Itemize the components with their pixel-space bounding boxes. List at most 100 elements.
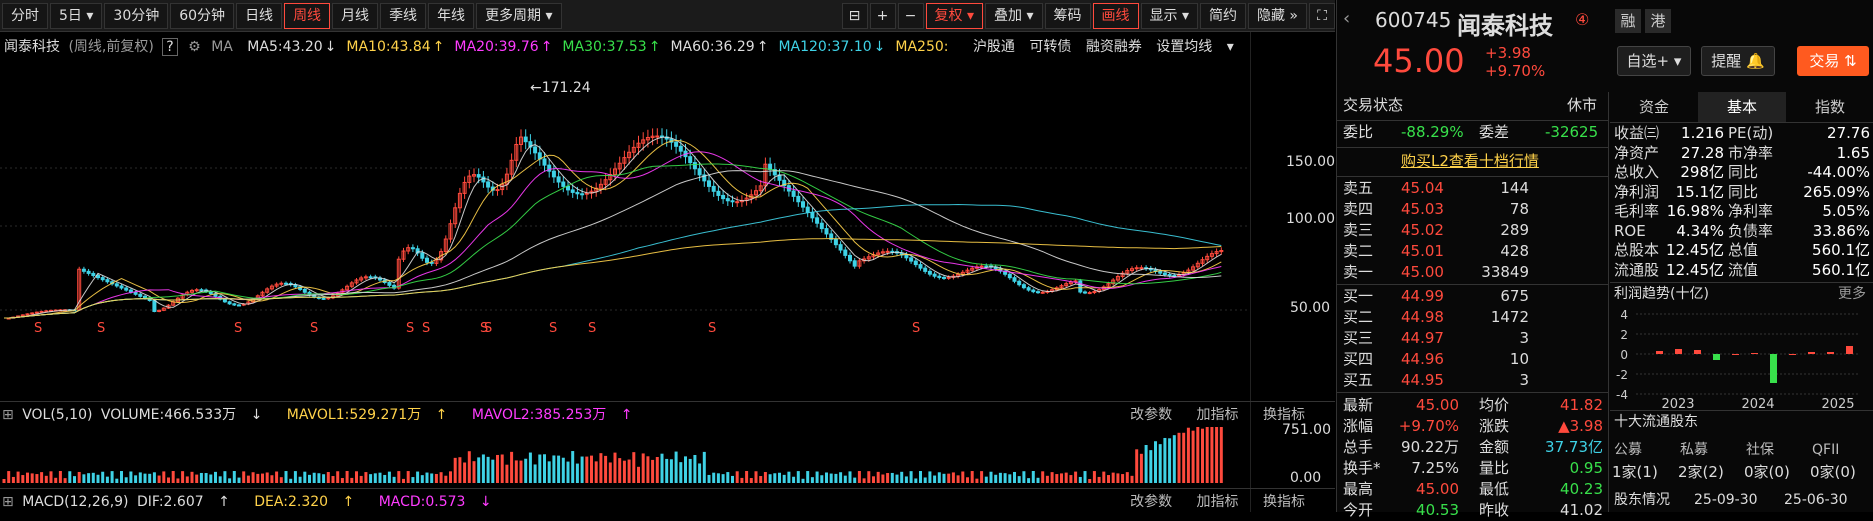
- holders-date-2[interactable]: 25-06-30: [1784, 492, 1848, 508]
- bid-row[interactable]: 买三 44.97 3: [1337, 328, 1609, 349]
- period-quarterly[interactable]: 季线: [380, 2, 427, 29]
- volume-chart[interactable]: [0, 427, 1250, 485]
- kline-chart[interactable]: S S S S S S SS S S S S: [0, 60, 1335, 340]
- period-30min[interactable]: 30分钟: [104, 2, 169, 29]
- chips-button[interactable]: 筹码: [1044, 2, 1091, 29]
- simple-button[interactable]: 简约: [1199, 2, 1246, 29]
- help-icon[interactable]: ?: [162, 38, 178, 56]
- volume-bar: [406, 471, 410, 483]
- volume-bar: [923, 477, 927, 483]
- volume-bar: [674, 451, 678, 483]
- ask-row[interactable]: 卖三 45.02 289: [1337, 220, 1609, 241]
- hide-button[interactable]: 隐藏 »: [1247, 2, 1307, 29]
- ask-price: 45.02: [1401, 221, 1444, 239]
- vol-add-indicator[interactable]: 加指标: [1196, 407, 1239, 423]
- collapse-icon[interactable]: ⊞: [2, 494, 14, 510]
- fullscreen-icon[interactable]: ⛶: [1309, 2, 1335, 29]
- volume-bar: [345, 471, 349, 483]
- candle-body: [838, 244, 843, 251]
- vol-swap-indicator[interactable]: 换指标: [1263, 407, 1305, 423]
- volume-bar: [867, 471, 871, 483]
- period-monthly[interactable]: 月线: [332, 2, 379, 29]
- link-convertible[interactable]: 可转债: [1029, 39, 1072, 55]
- period-5day[interactable]: 5日 ▾: [50, 2, 103, 29]
- back-chevron-icon[interactable]: ‹: [1343, 8, 1351, 29]
- display-button[interactable]: 显示 ▾: [1140, 2, 1198, 29]
- macd-dif: DIF:2.607 ↑: [136, 494, 230, 510]
- volume-bar: [326, 472, 330, 483]
- volume-bar: [91, 472, 95, 483]
- kline-signal-marks: S S S S S S SS S S S S: [34, 321, 920, 336]
- bid-volume: 1472: [1490, 308, 1529, 326]
- holders-date-1[interactable]: 25-09-30: [1694, 492, 1758, 508]
- volume-bar: [655, 457, 659, 483]
- ask-row[interactable]: 卖二 45.01 428: [1337, 241, 1609, 262]
- volume-bar: [303, 471, 307, 483]
- overlay-button[interactable]: 叠加 ▾: [985, 2, 1043, 29]
- volume-bar: [63, 478, 67, 483]
- ma250-line: [4, 238, 1222, 319]
- volume-bar: [514, 460, 518, 483]
- candle-body: [791, 190, 796, 197]
- ask-row[interactable]: 卖一 45.00 33849: [1337, 262, 1609, 283]
- zoom-out-icon[interactable]: −: [897, 2, 924, 29]
- volume-bar: [759, 476, 763, 483]
- profit-more-link[interactable]: 更多: [1838, 286, 1866, 302]
- fund-value: 5.05%: [1822, 202, 1870, 220]
- bid-row[interactable]: 买一 44.99 675: [1337, 286, 1609, 307]
- signal-mark: S: [912, 321, 920, 336]
- period-fenshi[interactable]: 分时: [2, 2, 48, 29]
- margin-tag[interactable]: 融: [1615, 9, 1641, 33]
- adjust-button[interactable]: 复权 ▾: [925, 2, 984, 29]
- fund-value: 298亿: [1680, 163, 1724, 181]
- holder-type-count[interactable]: 1家(1): [1612, 463, 1658, 481]
- macd-add-indicator[interactable]: 加指标: [1196, 494, 1239, 510]
- holder-type-count[interactable]: 0家(0): [1744, 463, 1790, 481]
- vol-change-params[interactable]: 改参数: [1130, 407, 1173, 423]
- tab-basic[interactable]: 基本: [1698, 92, 1786, 122]
- volume-bar: [204, 473, 208, 483]
- zoom-in-icon[interactable]: +: [869, 2, 896, 29]
- tab-capital[interactable]: 资金: [1638, 98, 1669, 116]
- bid-row[interactable]: 买四 44.96 10: [1337, 349, 1609, 370]
- add-watchlist-button[interactable]: 自选+ ▾: [1617, 46, 1691, 76]
- holder-type-count[interactable]: 2家(2): [1678, 463, 1724, 481]
- period-yearly[interactable]: 年线: [428, 2, 475, 29]
- bid-row[interactable]: 买二 44.98 1472: [1337, 307, 1609, 328]
- candle-body: [1195, 262, 1200, 268]
- fund-value: 560.1亿: [1812, 241, 1870, 259]
- volume-bar: [998, 472, 1002, 483]
- bid-row[interactable]: 买五 44.95 3: [1337, 370, 1609, 391]
- signal-mark: S: [549, 321, 557, 336]
- macd-change-params[interactable]: 改参数: [1130, 494, 1173, 510]
- settings-gear-icon[interactable]: ⚙: [188, 39, 201, 55]
- draw-line-button[interactable]: 画线: [1092, 2, 1139, 29]
- collapse-icon[interactable]: ⊞: [2, 407, 14, 423]
- volume-bar: [54, 477, 58, 483]
- volume-bar: [195, 474, 199, 483]
- holders-more[interactable]: 股东情况: [1614, 492, 1670, 508]
- link-margin[interactable]: 融资融券: [1085, 39, 1142, 55]
- candle-body: [420, 252, 425, 259]
- stat-label: 金额: [1479, 438, 1510, 456]
- volume-bar: [237, 477, 241, 483]
- period-60min[interactable]: 60分钟: [170, 2, 235, 29]
- ask-row[interactable]: 卖四 45.03 78: [1337, 199, 1609, 220]
- volume-bar: [970, 471, 974, 483]
- link-hugutong[interactable]: 沪股通: [972, 39, 1015, 55]
- hk-connect-tag[interactable]: 港: [1645, 9, 1671, 33]
- macd-swap-indicator[interactable]: 换指标: [1263, 494, 1305, 510]
- period-daily[interactable]: 日线: [236, 2, 283, 29]
- link-set-ma[interactable]: 设置均线 ▾: [1156, 39, 1234, 55]
- stat-label: 涨跌: [1479, 417, 1510, 435]
- ask-row[interactable]: 卖五 45.04 144: [1337, 178, 1609, 199]
- l2-upgrade-link[interactable]: 购买L2查看十档行情: [1401, 152, 1539, 170]
- lock-icon[interactable]: ⊟: [841, 2, 868, 29]
- volume-bar: [735, 471, 739, 483]
- period-more[interactable]: 更多周期 ▾: [476, 2, 562, 29]
- period-weekly[interactable]: 周线: [284, 2, 331, 29]
- tab-index[interactable]: 指数: [1814, 98, 1845, 116]
- holder-type-count[interactable]: 0家(0): [1810, 463, 1856, 481]
- trade-button[interactable]: 交易 ⇅: [1797, 46, 1869, 76]
- alert-button[interactable]: 提醒 🔔: [1701, 46, 1775, 76]
